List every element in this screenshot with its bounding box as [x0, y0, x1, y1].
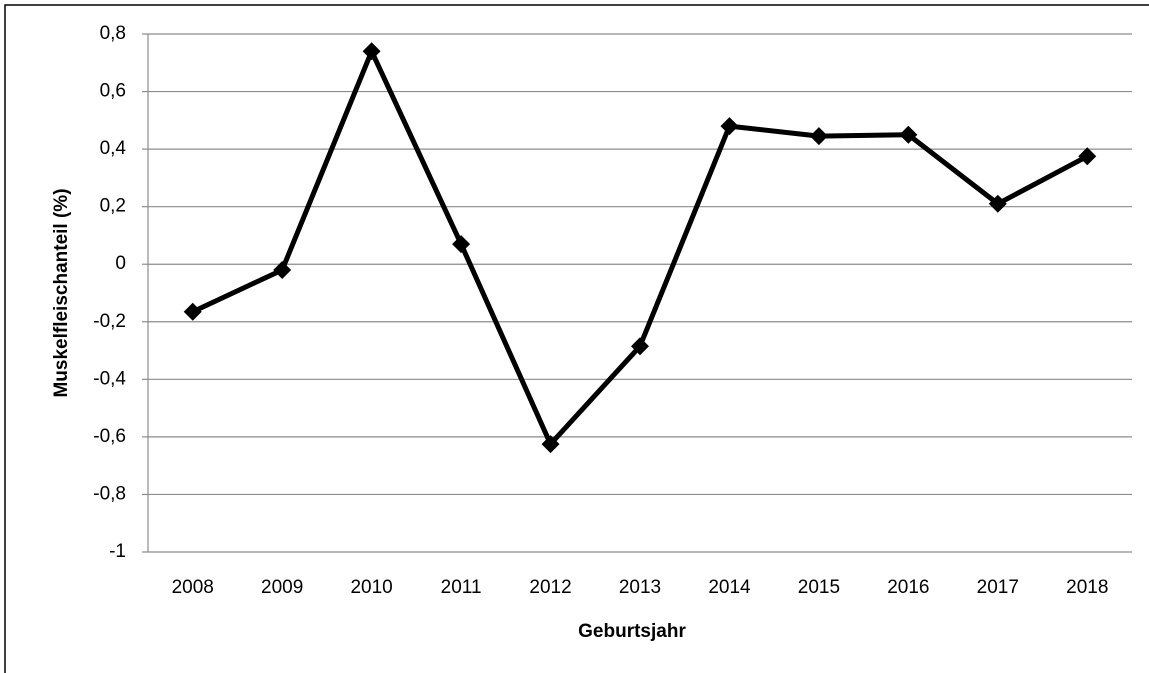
marker — [631, 337, 649, 356]
y-tick-label: 0,6 — [100, 81, 126, 102]
marker — [720, 117, 739, 136]
marker — [452, 235, 471, 254]
marker — [541, 435, 560, 454]
x-tick-label: 2009 — [261, 577, 303, 598]
x-tick-label: 2011 — [441, 577, 482, 598]
x-axis-title: Geburtsjahr — [578, 621, 686, 642]
y-tick-label: 0 — [115, 253, 126, 274]
x-tick-label: 2010 — [350, 577, 392, 598]
y-tick-label: 0,8 — [100, 23, 126, 44]
y-axis-title: Muskelfleischanteil (%) — [51, 188, 72, 397]
y-tick-label: 0,2 — [100, 196, 126, 217]
marker — [1078, 147, 1097, 166]
x-tick-label: 2015 — [798, 577, 840, 598]
y-tick-label: -0,2 — [93, 311, 126, 332]
y-tick-label: -0,6 — [93, 426, 126, 447]
x-tick-label: 2018 — [1066, 577, 1108, 598]
y-tick-label: -1 — [109, 541, 126, 562]
marker — [988, 194, 1007, 213]
x-tick-label: 2016 — [887, 577, 929, 598]
x-tick-label: 2008 — [172, 577, 214, 598]
marker — [273, 260, 292, 279]
x-tick-label: 2014 — [708, 577, 751, 598]
y-tick-label: 0,4 — [100, 138, 127, 159]
marker — [362, 42, 381, 61]
line — [191, 48, 1089, 447]
x-tick-label: 2013 — [619, 577, 661, 598]
marker — [899, 125, 918, 144]
chart-frame — [4, 4, 1149, 673]
marker — [183, 302, 202, 321]
x-tick-label: 2017 — [977, 577, 1019, 598]
x-tick-label: 2012 — [529, 577, 571, 598]
marker — [809, 127, 828, 146]
y-tick-label: -0,4 — [93, 368, 126, 389]
y-tick-label: -0,8 — [93, 483, 126, 504]
